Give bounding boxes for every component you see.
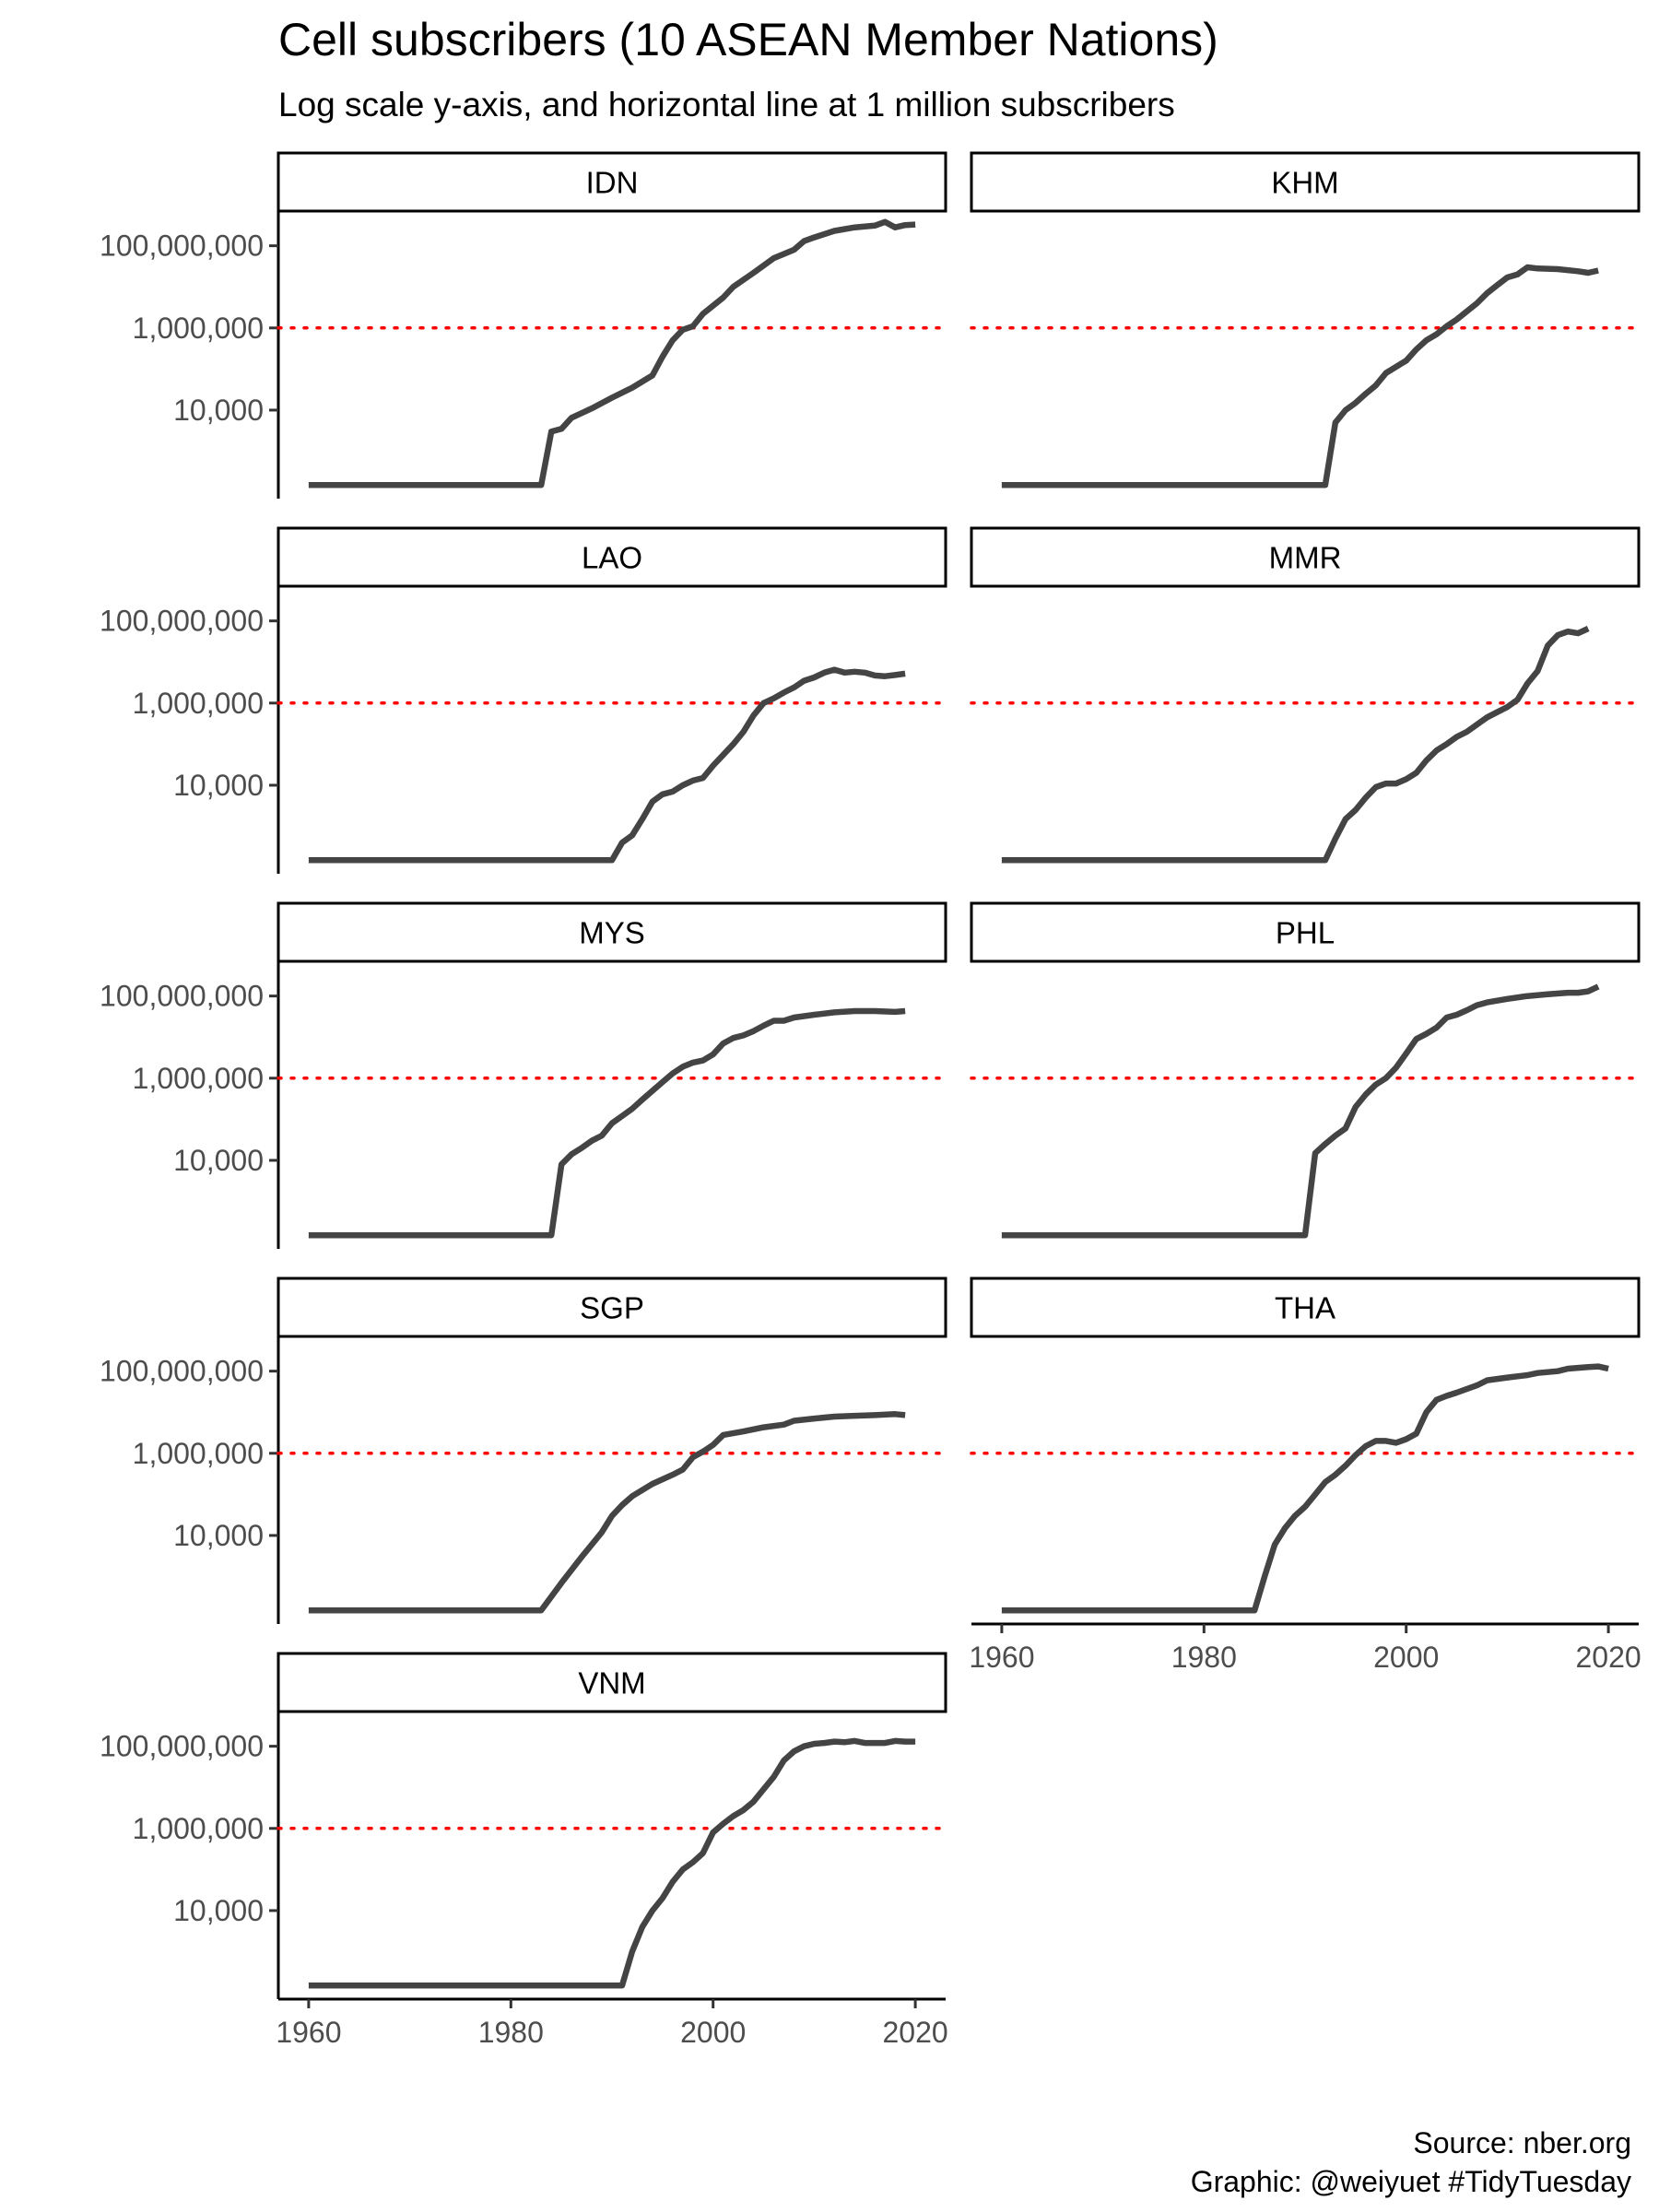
caption-source: Source: nber.org xyxy=(1413,2126,1631,2159)
y-tick-label: 1,000,000 xyxy=(133,1437,264,1470)
y-tick-label: 10,000 xyxy=(173,1519,264,1552)
y-tick-label: 10,000 xyxy=(173,1894,264,1927)
x-tick-label: 2000 xyxy=(680,2016,746,2049)
y-tick-label: 10,000 xyxy=(173,769,264,802)
panel-lao: LAO 10,000 1,000,000 100,000,000 xyxy=(100,526,947,874)
y-tick-label: 10,000 xyxy=(173,394,264,427)
caption-credit: Graphic: @weiyuet #TidyTuesday xyxy=(1191,2165,1631,2198)
y-tick-label: 100,000,000 xyxy=(100,605,264,638)
chart-subtitle: Log scale y-axis, and horizontal line at… xyxy=(278,86,1175,124)
y-tick-label: 1,000,000 xyxy=(133,312,264,345)
x-tick-label: 2000 xyxy=(1373,1641,1439,1674)
series-line-idn xyxy=(308,218,916,488)
series-line-phl xyxy=(1001,983,1600,1239)
panel-sgp: SGP 10,000 1,000,000 100,000,000 xyxy=(100,1277,947,1624)
y-tick-label: 100,000,000 xyxy=(100,229,264,263)
series-line-mmr xyxy=(1001,626,1590,864)
strip-phl xyxy=(970,901,1641,963)
strip-label-sgp: SGP xyxy=(580,1291,644,1325)
y-tick-label: 1,000,000 xyxy=(133,1812,264,1845)
strip-label-lao: LAO xyxy=(582,541,642,575)
strip-idn xyxy=(276,151,947,213)
panels-container: IDN 10,000 1,000,000 100,000,000 KHM LAO 10,00… xyxy=(100,151,1641,2049)
x-tick-label: 1980 xyxy=(1171,1641,1237,1674)
strip-vnm xyxy=(276,1652,947,1713)
panel-mys: MYS 10,000 1,000,000 100,000,000 xyxy=(100,901,947,1249)
panel-idn: IDN 10,000 1,000,000 100,000,000 xyxy=(100,151,947,499)
strip-sgp xyxy=(276,1277,947,1338)
y-tick-label: 1,000,000 xyxy=(133,687,264,720)
panel-khm: KHM xyxy=(970,151,1641,488)
y-tick-label: 100,000,000 xyxy=(100,1730,264,1763)
strip-lao xyxy=(276,526,947,588)
series-line-khm xyxy=(1001,264,1599,488)
strip-khm xyxy=(970,151,1641,213)
y-tick-label: 100,000,000 xyxy=(100,980,264,1013)
chart-title: Cell subscribers (10 ASEAN Member Nation… xyxy=(278,14,1218,65)
series-line-lao xyxy=(308,666,906,864)
series-line-vnm xyxy=(308,1737,916,1989)
panel-tha: THA 1960 1980 2000 2020 xyxy=(969,1277,1641,1674)
strip-label-mmr: MMR xyxy=(1269,541,1342,575)
strip-mys xyxy=(276,901,947,963)
strip-label-idn: IDN xyxy=(586,166,639,200)
panel-vnm: VNM 10,000 1,000,000 100,000,000 1960 1980 200… xyxy=(100,1652,948,2049)
panel-mmr: MMR xyxy=(970,526,1641,864)
series-line-sgp xyxy=(308,1411,906,1614)
x-tick-label: 1960 xyxy=(276,2016,341,2049)
strip-label-phl: PHL xyxy=(1276,916,1335,950)
series-line-mys xyxy=(308,1007,906,1239)
x-tick-label: 1960 xyxy=(969,1641,1034,1674)
strip-label-mys: MYS xyxy=(579,916,645,950)
strip-label-tha: THA xyxy=(1275,1291,1335,1325)
x-tick-label: 1980 xyxy=(478,2016,544,2049)
strip-mmr xyxy=(970,526,1641,588)
y-tick-label: 10,000 xyxy=(173,1144,264,1177)
series-line-tha xyxy=(1001,1363,1609,1614)
y-tick-label: 100,000,000 xyxy=(100,1355,264,1388)
x-tick-label: 2020 xyxy=(1575,1641,1641,1674)
strip-tha xyxy=(970,1277,1641,1338)
y-tick-label: 1,000,000 xyxy=(133,1062,264,1095)
panel-phl: PHL xyxy=(970,901,1641,1239)
strip-label-khm: KHM xyxy=(1271,166,1338,200)
strip-label-vnm: VNM xyxy=(578,1666,645,1700)
x-tick-label: 2020 xyxy=(882,2016,947,2049)
